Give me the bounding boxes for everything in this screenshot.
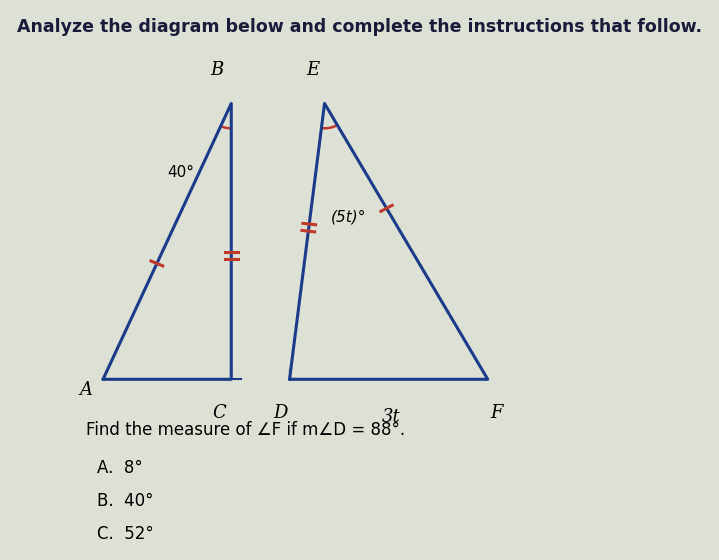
Text: F: F [490,404,503,422]
Text: C.  52°: C. 52° [97,525,154,544]
Text: A.  8°: A. 8° [97,459,143,477]
Text: A: A [79,381,92,399]
Text: Analyze the diagram below and complete the instructions that follow.: Analyze the diagram below and complete t… [17,18,702,36]
Text: (5t)°: (5t)° [330,209,366,224]
Text: E: E [306,60,319,78]
Text: 3t: 3t [383,408,401,426]
Text: B: B [210,60,224,78]
Text: D: D [274,404,288,422]
Text: 40°: 40° [167,165,194,180]
Text: Find the measure of ∠F if m∠D = 88°.: Find the measure of ∠F if m∠D = 88°. [86,421,405,438]
Text: C: C [213,404,226,422]
Text: B.  40°: B. 40° [97,492,154,510]
